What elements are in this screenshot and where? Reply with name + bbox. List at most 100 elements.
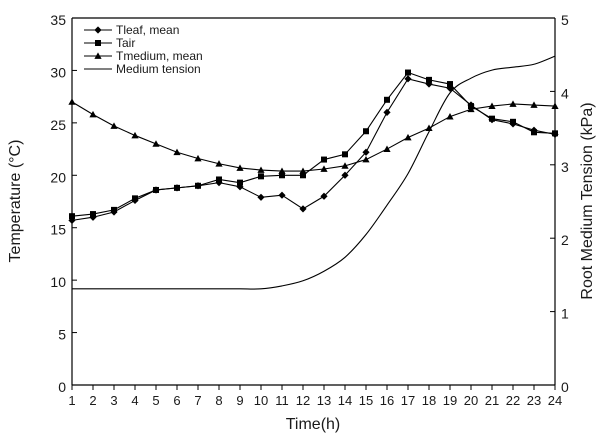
data-point-triangle [131, 131, 139, 139]
x-axis-ticks: 1 2 3 4 5 6 7 8 9 10 11 12 13 14 15 16 17 18 19 20 21 22 23 24 [68, 385, 562, 408]
data-point-triangle [152, 140, 160, 147]
series-line [71, 78, 556, 221]
x-tick-label: 9 [236, 393, 243, 408]
y-left-tick-label: 20 [50, 169, 66, 185]
data-point-triangle [362, 155, 370, 163]
y-left-tick-label: 15 [50, 222, 66, 238]
data-point-square [153, 186, 159, 193]
x-tick-label: 2 [89, 393, 96, 408]
data-point-triangle [299, 167, 307, 174]
data-point-square [132, 195, 138, 202]
x-tick-label: 6 [173, 393, 180, 408]
data-point-triangle [488, 102, 496, 109]
data-point-square [321, 156, 327, 163]
data-point-triangle [94, 52, 102, 59]
y-left-tick-label: 5 [58, 327, 66, 343]
series-tleaf-mean [68, 75, 559, 224]
y-left-tick-label: 35 [50, 12, 66, 28]
x-tick-label: 12 [296, 393, 310, 408]
legend-label: Tmedium, mean [116, 49, 203, 63]
data-point-triangle [236, 164, 244, 171]
data-point-square [405, 69, 411, 76]
data-point-triangle [446, 112, 454, 120]
x-tick-label: 1 [68, 393, 75, 408]
data-point-triangle [257, 166, 265, 173]
legend-label: Medium tension [116, 62, 201, 76]
y-left-tick-label: 30 [50, 64, 66, 80]
data-point-triangle [467, 105, 475, 113]
x-tick-label: 21 [485, 393, 499, 408]
y-right-tick-label: 4 [561, 85, 569, 101]
x-tick-label: 13 [317, 393, 331, 408]
data-point-diamond [94, 26, 102, 34]
data-point-triangle [530, 101, 538, 108]
y-left-tick-label: 10 [50, 274, 66, 290]
x-tick-label: 22 [506, 393, 520, 408]
x-tick-label: 5 [152, 393, 159, 408]
x-tick-label: 23 [527, 393, 541, 408]
series-medium-tension [72, 55, 556, 290]
x-tick-label: 4 [131, 393, 138, 408]
data-point-triangle [551, 102, 559, 109]
x-tick-label: 24 [548, 393, 562, 408]
data-point-triangle [215, 160, 223, 167]
x-tick-label: 16 [380, 393, 394, 408]
x-tick-label: 15 [359, 393, 373, 408]
data-point-square [510, 118, 516, 125]
x-tick-label: 19 [443, 393, 457, 408]
data-point-diamond [278, 191, 286, 199]
series-line [71, 101, 556, 172]
y-left-tick-label: 0 [58, 379, 66, 395]
legend-label: Tleaf, mean [116, 23, 179, 37]
x-tick-label: 10 [254, 393, 268, 408]
data-point-square [90, 211, 96, 218]
data-point-triangle [173, 148, 181, 156]
legend-label: Tair [116, 36, 135, 50]
data-point-square [69, 213, 75, 220]
data-point-diamond [299, 205, 307, 213]
data-point-diamond [89, 213, 97, 221]
y-left-axis-ticks: 0 5 10 15 20 25 30 35 [50, 12, 77, 395]
data-point-diamond [362, 148, 370, 156]
x-tick-label: 3 [110, 393, 117, 408]
data-point-triangle [383, 145, 391, 152]
data-point-square [552, 130, 558, 137]
x-tick-label: 11 [275, 393, 289, 408]
data-point-triangle [89, 110, 97, 118]
x-tick-label: 7 [194, 393, 201, 408]
data-point-square [237, 179, 243, 186]
data-point-triangle [320, 165, 328, 172]
data-point-diamond [383, 108, 391, 116]
x-tick-label: 20 [464, 393, 478, 408]
data-point-triangle [68, 98, 76, 105]
data-point-triangle [278, 167, 286, 174]
data-point-triangle [194, 154, 202, 162]
x-tick-label: 17 [401, 393, 415, 408]
series-tmedium-mean [68, 98, 559, 174]
data-point-square [216, 176, 222, 183]
data-point-triangle [341, 162, 349, 169]
data-point-square [426, 76, 432, 83]
y-right-tick-label: 3 [561, 159, 569, 175]
data-point-triangle [509, 100, 517, 107]
data-point-diamond [257, 193, 265, 201]
data-point-square [447, 81, 453, 88]
series-line [71, 71, 556, 217]
y-left-tick-label: 25 [50, 117, 66, 133]
y-right-axis-ticks: 0 1 2 3 4 5 [550, 12, 569, 395]
data-point-square [363, 128, 369, 135]
data-point-diamond [341, 171, 349, 179]
data-point-triangle [404, 133, 412, 141]
data-point-square [174, 184, 180, 191]
y-right-tick-label: 0 [561, 379, 569, 395]
data-point-square [195, 182, 201, 189]
data-point-square [384, 96, 390, 103]
y-right-tick-label: 2 [561, 232, 569, 248]
data-point-diamond [404, 75, 412, 83]
x-tick-label: 14 [338, 393, 352, 408]
data-point-square [279, 172, 285, 179]
y-right-axis-title: Root Medium Tension (kPa) [579, 102, 596, 299]
